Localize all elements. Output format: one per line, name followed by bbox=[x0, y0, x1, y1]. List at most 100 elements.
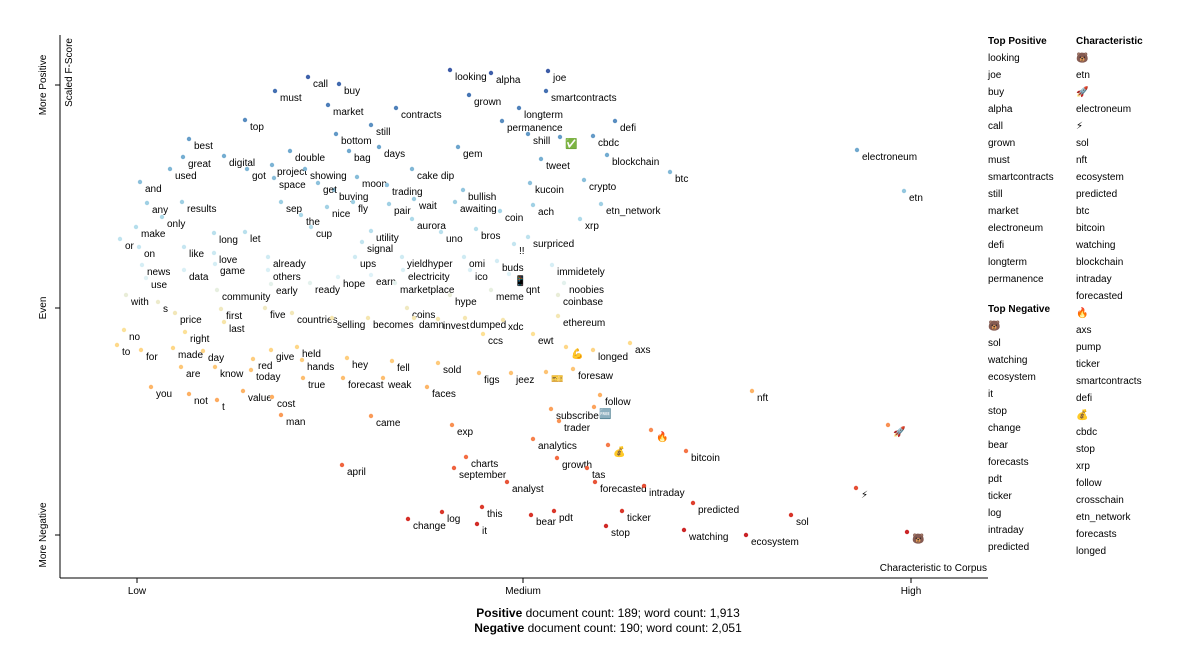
point-label: for bbox=[146, 352, 158, 363]
point-label: tas bbox=[592, 470, 605, 481]
point bbox=[117, 236, 123, 242]
point-label: space bbox=[279, 180, 306, 191]
point bbox=[504, 479, 510, 485]
point-label: or bbox=[125, 241, 135, 252]
point bbox=[242, 229, 248, 235]
point-label: grown bbox=[474, 97, 501, 108]
point bbox=[335, 274, 341, 280]
point-label: ewt bbox=[538, 336, 554, 347]
y-tick-label: More Positive bbox=[38, 54, 49, 115]
point-label: cup bbox=[316, 229, 333, 240]
point bbox=[155, 299, 161, 305]
point-label: change bbox=[413, 521, 446, 532]
point-label: ⚡ bbox=[861, 490, 868, 501]
list-term: watching bbox=[1075, 240, 1115, 251]
point bbox=[289, 310, 295, 316]
point-label: coins bbox=[412, 310, 435, 321]
point bbox=[368, 272, 374, 278]
point-label: today bbox=[256, 372, 280, 383]
point-label: early bbox=[276, 286, 298, 297]
point bbox=[543, 88, 549, 94]
list-term: pdt bbox=[988, 474, 1002, 485]
point-label: subscribe bbox=[556, 411, 599, 422]
point-label: signal bbox=[367, 244, 393, 255]
list-term: buy bbox=[988, 87, 1004, 98]
list-title: Characteristic bbox=[1076, 36, 1143, 47]
point bbox=[474, 521, 480, 527]
point-label: are bbox=[186, 369, 201, 380]
list-term: permanence bbox=[988, 274, 1044, 285]
point bbox=[581, 177, 587, 183]
point-label: shill bbox=[533, 136, 550, 147]
point bbox=[853, 485, 859, 491]
point bbox=[181, 244, 187, 250]
point-label: xdc bbox=[508, 322, 524, 333]
point-label: sol bbox=[796, 517, 809, 528]
point bbox=[455, 144, 461, 150]
point-label: awaiting bbox=[460, 204, 497, 215]
point-label: bitcoin bbox=[691, 453, 720, 464]
point-label: value bbox=[248, 393, 272, 404]
point bbox=[214, 397, 220, 403]
point bbox=[435, 360, 441, 366]
point-label: cbdc bbox=[598, 138, 619, 149]
footer-line: Positive document count: 189; word count… bbox=[0, 606, 1200, 621]
list-term: defi bbox=[988, 240, 1004, 251]
point-label: nft bbox=[757, 393, 768, 404]
list-term: xrp bbox=[1076, 461, 1090, 472]
point-label: five bbox=[270, 310, 286, 321]
list-term: market bbox=[988, 206, 1019, 217]
point bbox=[133, 224, 139, 230]
point-label: etn bbox=[909, 193, 923, 204]
point-label: cake dip bbox=[417, 171, 455, 182]
point-label: bottom bbox=[341, 136, 372, 147]
point-label: already bbox=[273, 259, 306, 270]
point-label: must bbox=[280, 93, 302, 104]
footer: Positive document count: 189; word count… bbox=[0, 606, 1200, 636]
point-label: meme bbox=[496, 292, 524, 303]
point-label: red bbox=[258, 361, 272, 372]
point bbox=[555, 292, 561, 298]
point bbox=[186, 136, 192, 142]
point-label: only bbox=[167, 219, 185, 230]
point-label: know bbox=[220, 369, 244, 380]
point-label: true bbox=[308, 380, 326, 391]
point bbox=[218, 306, 224, 312]
point-label: september bbox=[459, 470, 507, 481]
point-label: electroneum bbox=[862, 152, 917, 163]
point-label: 💪 bbox=[571, 347, 583, 360]
point-label: longterm bbox=[524, 110, 563, 121]
list-term: it bbox=[988, 389, 993, 400]
list-term: joe bbox=[987, 70, 1002, 81]
point-label: 💰 bbox=[613, 445, 625, 458]
point-label: log bbox=[447, 514, 460, 525]
point bbox=[435, 316, 441, 322]
point bbox=[250, 356, 256, 362]
point-label: bullish bbox=[468, 192, 496, 203]
point-label: aurora bbox=[417, 221, 446, 232]
point-label: ccs bbox=[488, 336, 503, 347]
point-label: on bbox=[144, 249, 155, 260]
point-label: great bbox=[188, 159, 211, 170]
point-label: top bbox=[250, 122, 264, 133]
point bbox=[467, 267, 473, 273]
point bbox=[324, 204, 330, 210]
list-term: nft bbox=[1076, 155, 1087, 166]
point-label: ico bbox=[475, 272, 488, 283]
point bbox=[452, 199, 458, 205]
footer-label: Positive bbox=[476, 606, 523, 620]
point bbox=[460, 187, 466, 193]
point bbox=[123, 292, 129, 298]
point-label: etn_network bbox=[606, 206, 661, 217]
point bbox=[681, 527, 687, 533]
point-label: showing bbox=[310, 171, 347, 182]
point bbox=[557, 134, 563, 140]
point bbox=[518, 280, 524, 286]
point bbox=[462, 315, 468, 321]
point-label: s bbox=[163, 304, 168, 315]
point-label: 🐻 bbox=[912, 532, 925, 545]
point-label: cost bbox=[277, 399, 296, 410]
point bbox=[667, 169, 673, 175]
point bbox=[476, 370, 482, 376]
point bbox=[488, 287, 494, 293]
